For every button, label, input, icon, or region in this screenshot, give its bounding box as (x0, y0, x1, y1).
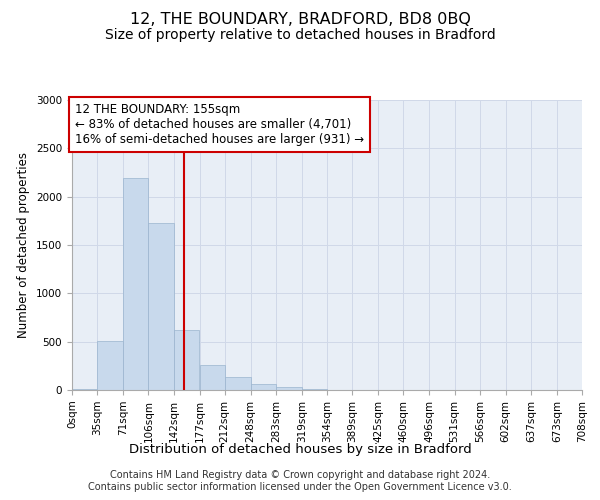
Bar (174, 330, 199, 390)
Bar (148, 223, 174, 390)
Bar (276, 388, 302, 390)
Text: Contains public sector information licensed under the Open Government Licence v3: Contains public sector information licen… (88, 482, 512, 492)
Bar (302, 389, 327, 390)
Bar (123, 178, 148, 390)
Y-axis label: Number of detached properties: Number of detached properties (17, 152, 31, 338)
Text: Distribution of detached houses by size in Bradford: Distribution of detached houses by size … (128, 442, 472, 456)
Bar (225, 378, 251, 390)
Bar (199, 366, 225, 390)
Text: Contains HM Land Registry data © Crown copyright and database right 2024.: Contains HM Land Registry data © Crown c… (110, 470, 490, 480)
Text: 12, THE BOUNDARY, BRADFORD, BD8 0BQ: 12, THE BOUNDARY, BRADFORD, BD8 0BQ (130, 12, 470, 28)
Bar (72, 389, 97, 390)
Text: Size of property relative to detached houses in Bradford: Size of property relative to detached ho… (104, 28, 496, 42)
Bar (251, 384, 276, 390)
Bar (97, 340, 123, 390)
Text: 12 THE BOUNDARY: 155sqm
← 83% of detached houses are smaller (4,701)
16% of semi: 12 THE BOUNDARY: 155sqm ← 83% of detache… (74, 103, 364, 146)
